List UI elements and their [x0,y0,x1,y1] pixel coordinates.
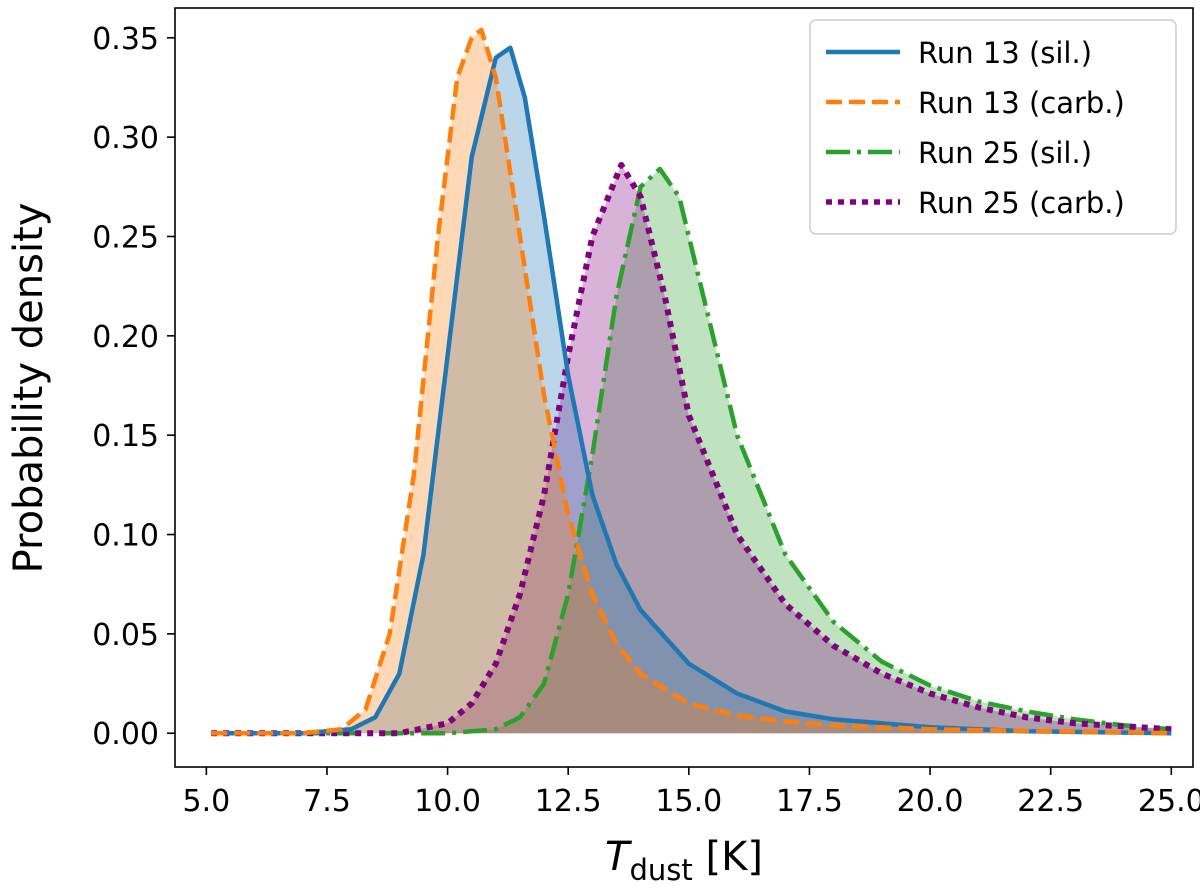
x-axis-ticks: 5.0 7.5 10.0 12.5 15.0 17.5 20.0 22.5 25.0 [183,767,1200,819]
area-fill-2 [211,168,1172,734]
fills-layer [211,29,1172,734]
legend-label-run25-carb: Run 25 (carb.) [918,186,1125,220]
series-line-1 [211,27,1172,736]
x-tick-label: 10.0 [414,784,481,819]
area-fill-1 [211,29,1172,734]
plot-frame [174,7,1194,768]
y-tick-label: 0.10 [92,519,159,554]
y-tick-label: 0.20 [92,320,159,355]
legend-frame [809,19,1177,235]
x-tick-label: 15.0 [655,784,722,819]
y-tick-label: 0.30 [92,121,159,156]
x-tick-label: 17.5 [776,784,843,819]
x-tick-label: 25.0 [1138,784,1200,819]
x-axis-label-symbol: T [605,834,633,880]
legend-label-run13-sil: Run 13 (sil.) [918,36,1092,70]
x-tick-label: 20.0 [897,784,964,819]
y-tick-label: 0.15 [92,419,159,454]
x-axis-label-subscript: dust [629,853,692,887]
y-axis-label: Probability density [6,203,52,574]
y-tick-label: 0.35 [92,22,159,57]
y-tick-label: 0.00 [92,717,159,752]
x-tick-label: 5.0 [183,784,231,819]
series-line-3 [211,161,1172,737]
x-axis-label-unit: [K] [705,834,762,880]
y-axis-ticks: 0.00 0.05 0.10 0.15 0.20 0.25 0.30 0.35 [92,22,175,752]
area-fill-3 [211,164,1172,734]
legend-label-run25-sil: Run 25 (sil.) [918,136,1092,170]
x-axis-label-spacer [693,834,706,880]
x-tick-label: 7.5 [303,784,351,819]
y-tick-label: 0.25 [92,220,159,255]
series-line-2 [211,166,1172,736]
legend-label-run13-carb: Run 13 (carb.) [918,86,1125,120]
lines-layer [211,27,1172,737]
x-tick-label: 22.5 [1017,784,1084,819]
x-tick-label: 12.5 [535,784,602,819]
legend: Run 13 (sil.) Run 13 (carb.) Run 25 (sil… [809,19,1177,235]
area-fill-0 [211,47,1172,734]
series-line-0 [211,45,1172,736]
y-tick-label: 0.05 [92,618,159,653]
x-axis-label: Tdust [K] [605,834,763,887]
